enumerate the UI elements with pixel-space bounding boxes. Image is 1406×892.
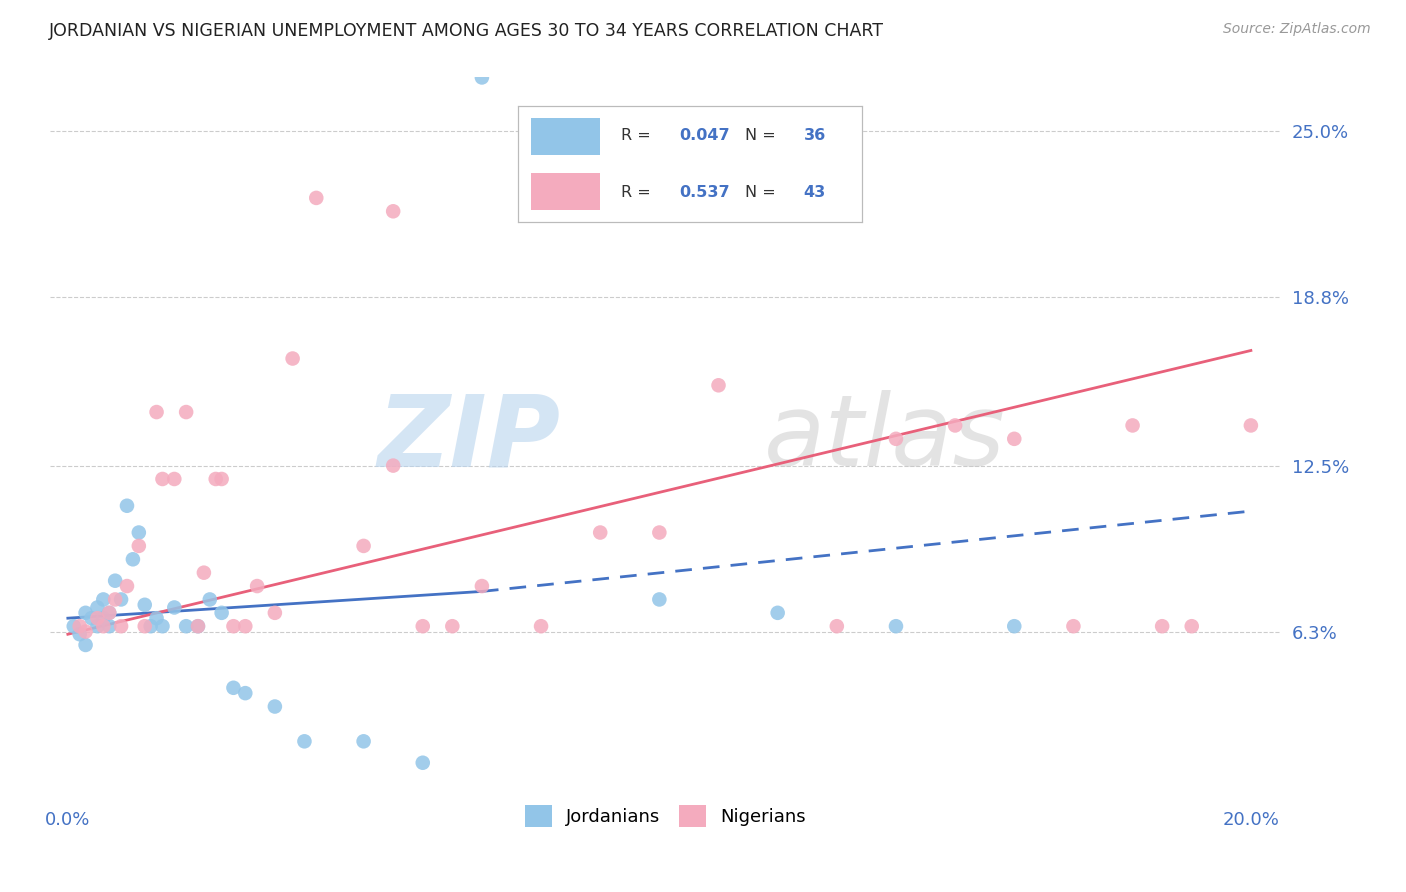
Point (122, 552, 145, 566)
Point (222, 619, 245, 633)
Text: atlas: atlas (763, 391, 1005, 487)
Point (62, 619, 84, 633)
Point (353, 734, 375, 748)
Point (104, 574, 127, 588)
Point (263, 606, 285, 620)
Point (134, 619, 156, 633)
Point (110, 592, 132, 607)
Point (198, 592, 221, 607)
Point (104, 592, 127, 607)
Point (110, 619, 132, 633)
Point (263, 699, 285, 714)
Point (884, 619, 907, 633)
Point (1122, 418, 1144, 433)
Point (412, 619, 434, 633)
Point (128, 525, 150, 540)
Point (211, 472, 233, 486)
Point (294, 734, 316, 748)
Point (80, 611, 103, 625)
Point (766, 606, 789, 620)
Point (204, 472, 226, 486)
Point (281, 351, 304, 366)
Point (648, 525, 671, 540)
Point (1152, 619, 1174, 633)
Point (187, 619, 209, 633)
Point (98, 606, 121, 620)
Point (589, 525, 612, 540)
Point (412, 756, 434, 770)
Point (152, 619, 174, 633)
Point (139, 619, 162, 633)
Point (98, 619, 121, 633)
Point (152, 472, 174, 486)
Point (471, 70, 494, 85)
Point (69, 619, 91, 633)
Point (69, 627, 91, 641)
Point (75, 606, 97, 620)
Point (86, 619, 108, 633)
Text: ZIP: ZIP (378, 391, 561, 487)
Point (193, 566, 215, 580)
Point (353, 539, 375, 553)
Point (98, 606, 121, 620)
Point (163, 472, 186, 486)
Point (382, 204, 405, 219)
Point (91, 592, 114, 607)
Point (187, 619, 209, 633)
Point (91, 611, 114, 625)
Point (1181, 619, 1204, 633)
Point (707, 378, 730, 392)
Point (174, 619, 197, 633)
Point (825, 619, 848, 633)
Point (382, 458, 405, 473)
Point (86, 600, 108, 615)
Point (75, 638, 97, 652)
Point (441, 619, 464, 633)
Point (115, 499, 138, 513)
Point (305, 191, 328, 205)
Point (75, 624, 97, 639)
Point (648, 592, 671, 607)
Point (145, 405, 167, 419)
Point (884, 432, 907, 446)
Text: Source: ZipAtlas.com: Source: ZipAtlas.com (1223, 22, 1371, 37)
Point (1240, 418, 1263, 433)
Point (1062, 619, 1084, 633)
Point (246, 579, 269, 593)
Point (174, 405, 197, 419)
Text: JORDANIAN VS NIGERIAN UNEMPLOYMENT AMONG AGES 30 TO 34 YEARS CORRELATION CHART: JORDANIAN VS NIGERIAN UNEMPLOYMENT AMONG… (49, 22, 884, 40)
Point (943, 418, 966, 433)
Point (233, 619, 256, 633)
Point (211, 606, 233, 620)
Point (471, 579, 494, 593)
Point (128, 539, 150, 553)
Point (1002, 432, 1025, 446)
Point (1002, 619, 1025, 633)
Point (134, 598, 156, 612)
Point (163, 600, 186, 615)
Point (530, 619, 553, 633)
Point (115, 579, 138, 593)
Point (86, 611, 108, 625)
Point (91, 619, 114, 633)
Point (222, 681, 245, 695)
Point (145, 611, 167, 625)
Legend: Jordanians, Nigerians: Jordanians, Nigerians (517, 798, 813, 835)
Point (233, 686, 256, 700)
